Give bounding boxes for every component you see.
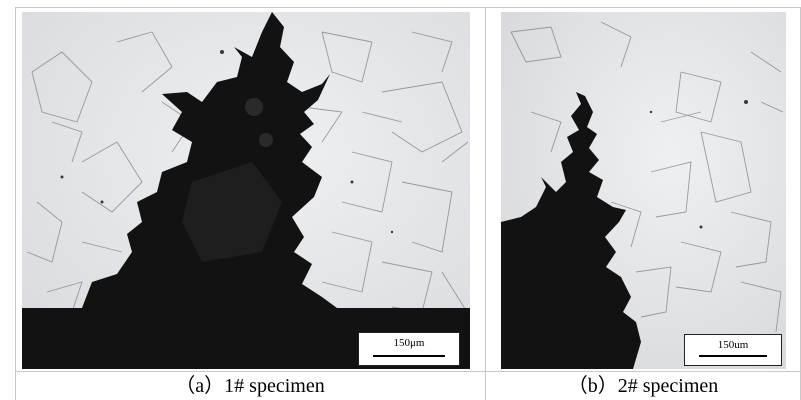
- micrograph-panel-b: 150um: [501, 12, 786, 369]
- scale-bar-b-line: [699, 355, 767, 357]
- caption-separator: [15, 371, 801, 372]
- caption-a: （a）1# specimen: [175, 375, 325, 397]
- frame-divider: [485, 7, 486, 400]
- micrograph-b-image: [501, 12, 786, 369]
- caption-b: （b）2# specimen: [567, 375, 719, 397]
- scale-bar-a-line: [373, 355, 445, 357]
- micrograph-panel-a: 150μm: [22, 12, 470, 369]
- scale-bar-a-label: 150μm: [393, 337, 425, 349]
- scale-bar-b: 150um: [684, 334, 782, 366]
- frame-left: [15, 7, 16, 400]
- scale-bar-b-label: 150um: [717, 339, 749, 351]
- scale-bar-a: 150μm: [358, 332, 460, 366]
- frame-top: [15, 7, 801, 8]
- micrograph-a-image: [22, 12, 470, 369]
